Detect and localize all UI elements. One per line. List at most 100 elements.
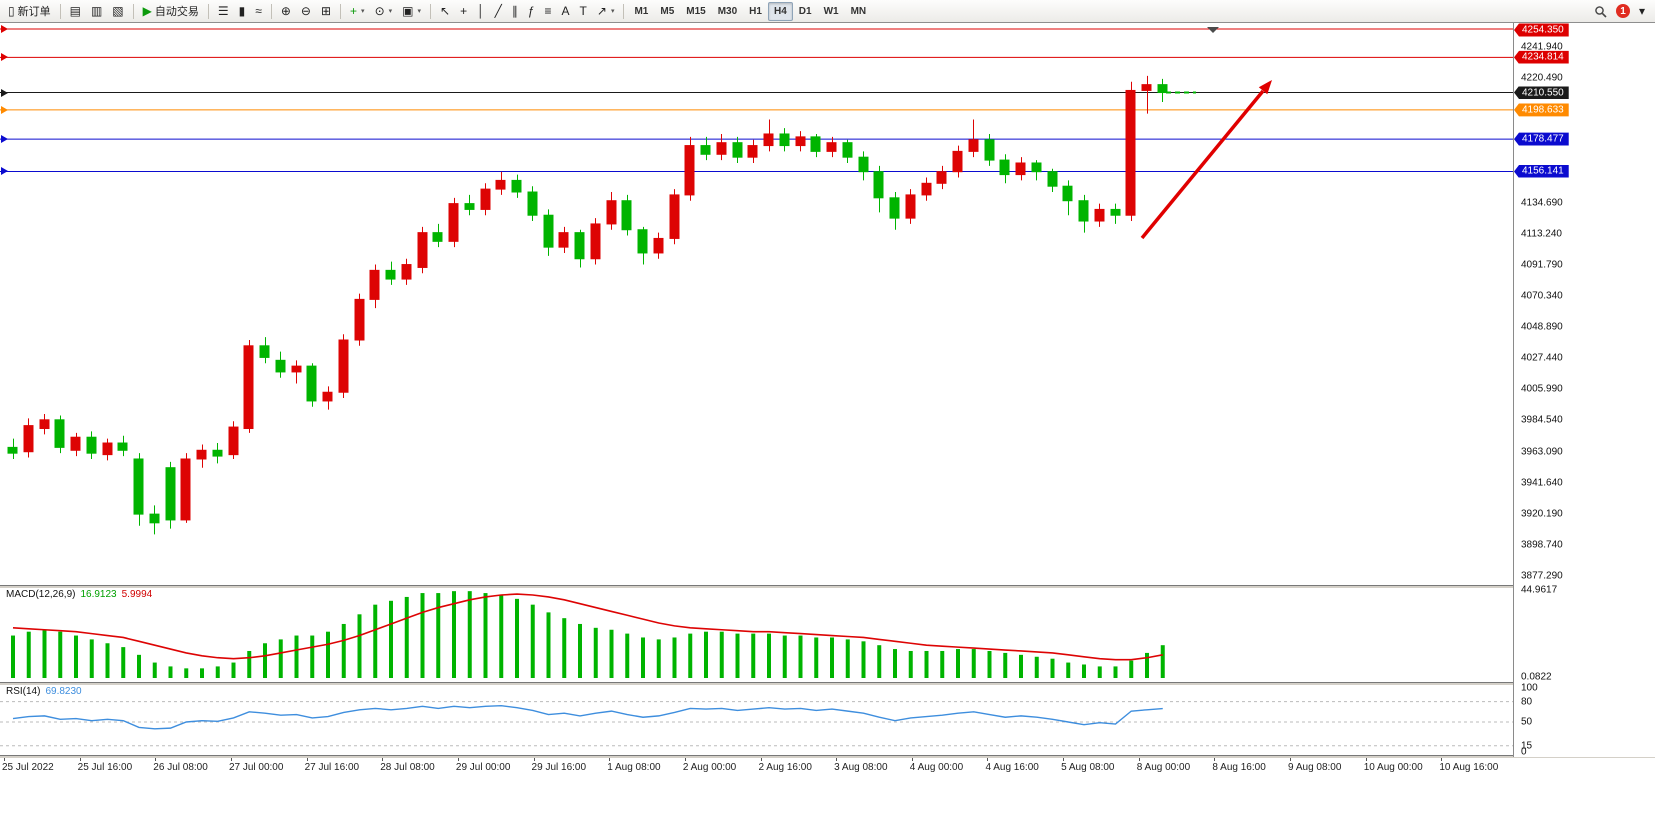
timeframe-d1-button[interactable]: D1: [793, 2, 818, 21]
candlestick-chart-button[interactable]: ▮: [234, 2, 251, 21]
time-tick: [1441, 757, 1443, 761]
vertical-line-button[interactable]: │: [472, 2, 490, 21]
macd-bar: [373, 604, 378, 678]
pane-separator: [0, 755, 1655, 758]
pane-separator[interactable]: [0, 682, 1655, 685]
trend-arrow-head[interactable]: [1258, 80, 1272, 95]
tile-windows-icon: ⊞: [320, 4, 332, 18]
candlestick-chart-icon: ▮: [238, 4, 246, 18]
search-button[interactable]: [1589, 1, 1612, 22]
price-axis-label: 4134.690: [1521, 197, 1563, 209]
autotrading-button[interactable]: ▶ 自动交易: [138, 2, 204, 21]
shapes-button[interactable]: ≡: [540, 2, 557, 21]
macd-bar: [452, 591, 456, 678]
data-window-icon: ▥: [90, 4, 103, 18]
rsi-value: 69.8230: [45, 686, 82, 697]
candle-body: [1047, 171, 1058, 187]
indicators-button[interactable]: + ▾: [345, 2, 370, 21]
timeframe-mn-button[interactable]: MN: [845, 2, 873, 21]
candle-body: [338, 339, 349, 393]
macd-bar: [294, 635, 299, 678]
fibonacci-button[interactable]: ƒ: [523, 2, 540, 21]
notification-badge[interactable]: 1: [1615, 4, 1630, 18]
chevron-down-icon: ▾: [417, 8, 421, 15]
time-tick: [306, 757, 308, 761]
data-window-button[interactable]: ▥: [86, 2, 107, 21]
time-tick: [1063, 757, 1065, 761]
toolbar-collapse-button[interactable]: ▾: [1634, 1, 1650, 22]
market-watch-button[interactable]: ▤: [65, 2, 86, 21]
macd-bar: [341, 623, 346, 678]
time-axis-label: 28 Jul 08:00: [380, 762, 435, 773]
macd-bar: [1066, 662, 1071, 678]
timeframe-h4-button[interactable]: H4: [767, 1, 793, 21]
tile-windows-button[interactable]: ⊞: [316, 2, 336, 21]
templates-button[interactable]: ▣ ▾: [397, 2, 426, 21]
timeframe-w1-button[interactable]: W1: [818, 2, 845, 21]
trendline-icon: ╱: [494, 4, 502, 18]
timeframe-h1-button[interactable]: H1: [743, 2, 768, 21]
macd-bar: [562, 618, 567, 678]
rsi-label: RSI(14): [6, 686, 41, 697]
new-order-button[interactable]: ▯ 新订单: [3, 2, 56, 21]
timeframe-m1-button[interactable]: M1: [628, 2, 654, 21]
rsi-pane[interactable]: [0, 685, 1513, 755]
macd-axis-label: 0.0822: [1521, 671, 1552, 683]
candle-body: [763, 133, 774, 147]
timeframe-m30-button[interactable]: M30: [712, 2, 743, 21]
price-axis-label: 4027.440: [1521, 352, 1563, 364]
candle-body: [448, 203, 459, 242]
time-axis[interactable]: 25 Jul 2022 25 Jul 16:00 26 Jul 08:00 27 Ju…: [0, 757, 1655, 781]
timeframe-m5-label: M5: [660, 5, 675, 17]
candle-body: [653, 237, 664, 254]
zoom-out-button[interactable]: ⊖: [296, 2, 316, 21]
price-axis[interactable]: 4241.9404220.4904199.0404177.5904156.140…: [1514, 23, 1655, 758]
price-axis-label: 4048.890: [1521, 321, 1563, 333]
chevron-down-icon: ▾: [388, 8, 393, 15]
time-axis-label: 27 Jul 16:00: [304, 762, 360, 773]
crosshair-button[interactable]: +: [455, 2, 472, 21]
candle-body: [921, 182, 932, 196]
time-tick: [533, 757, 535, 761]
trendline-button[interactable]: ╱: [490, 2, 507, 21]
macd-signal-line: [12, 593, 1163, 661]
macd-histogram: [11, 591, 1165, 678]
macd-pane[interactable]: [0, 588, 1513, 682]
timeframe-m15-button[interactable]: M15: [680, 2, 711, 21]
arrows-button[interactable]: ↗ ▾: [592, 2, 620, 21]
zoom-in-button[interactable]: ⊕: [276, 2, 296, 21]
cursor-button[interactable]: ↖: [435, 2, 455, 21]
line-left-marker: [1, 167, 8, 176]
line-left-marker: [1, 135, 8, 144]
macd-bar: [877, 645, 882, 678]
macd-main-value: 16.9123: [80, 589, 117, 600]
macd-bar: [26, 631, 31, 678]
macd-bar: [672, 637, 677, 678]
macd-bar: [656, 639, 661, 678]
candle-body: [684, 145, 695, 196]
toolbar-separator: [132, 3, 134, 19]
bar-chart-button[interactable]: ☰: [213, 2, 234, 21]
candle-body: [1015, 162, 1026, 176]
candle-body: [700, 145, 711, 155]
line-chart-button[interactable]: ≈: [250, 2, 267, 21]
equidistant-channel-button[interactable]: ∥: [507, 2, 523, 21]
time-axis-label: 4 Aug 00:00: [909, 762, 964, 773]
text-label-button[interactable]: T: [575, 2, 592, 21]
candle-body: [464, 203, 475, 210]
navigator-button[interactable]: ▧: [107, 2, 128, 21]
candle-body: [968, 139, 979, 152]
candle-body: [779, 133, 790, 147]
periods-button[interactable]: ⊙ ▾: [370, 2, 398, 21]
chart-shift-marker[interactable]: [1207, 27, 1219, 33]
pane-separator[interactable]: [0, 585, 1655, 588]
price-chart-pane[interactable]: [0, 23, 1513, 585]
macd-axis-label: 44.9617: [1521, 584, 1558, 596]
timeframe-m5-button[interactable]: M5: [654, 2, 680, 21]
trend-arrow[interactable]: [1140, 89, 1265, 240]
text-button[interactable]: A: [557, 2, 575, 21]
macd-bar: [719, 631, 724, 678]
macd-bar: [184, 668, 189, 678]
candle-body: [259, 345, 270, 358]
toolbar-separator: [59, 3, 61, 19]
